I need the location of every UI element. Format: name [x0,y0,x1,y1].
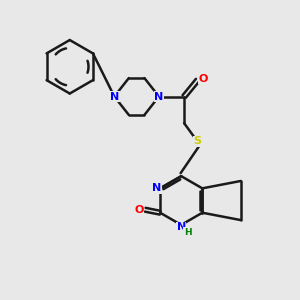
Text: O: O [199,74,208,84]
Text: H: H [184,228,192,237]
Text: N: N [110,92,119,101]
Text: N: N [152,183,161,193]
Text: N: N [154,92,164,101]
Text: O: O [134,205,143,215]
Text: S: S [194,136,202,146]
Text: N: N [177,222,186,232]
